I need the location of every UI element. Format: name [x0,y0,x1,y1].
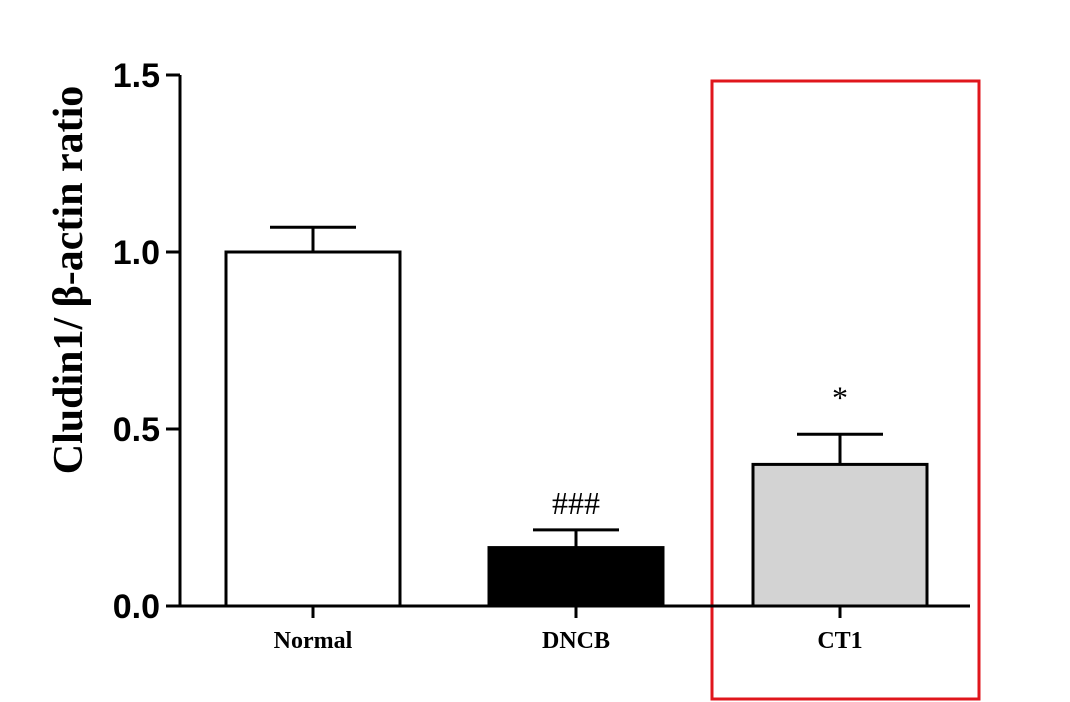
significance-label-ct1: * [832,379,848,415]
x-tick-label-dncb: DNCB [542,628,610,654]
highlight-layer [710,79,981,701]
labels-layer: Normal DNCB ### CT1 * 0.0 0.5 1.0 1.5 [113,57,863,654]
y-tick-label-0: 0.0 [113,588,160,626]
y-tick-label-1: 0.5 [113,411,160,449]
y-axis-title-group: Cludin1/ β-actin ratio [46,86,92,474]
y-axis-title: Cludin1/ β-actin ratio [46,86,92,474]
bar-ct1 [751,462,929,608]
bar-normal [224,250,402,608]
x-tick-label-normal: Normal [274,628,353,654]
y-tick-label-3: 1.5 [113,57,160,95]
y-tick-label-2: 1.0 [113,234,160,272]
x-tick-label-ct1: CT1 [817,628,862,654]
highlight-box-ct1 [710,79,981,701]
axes-layer [166,73,970,618]
bar-dncb [487,546,665,608]
bars-layer [224,225,929,608]
significance-label-dncb: ### [552,485,600,521]
